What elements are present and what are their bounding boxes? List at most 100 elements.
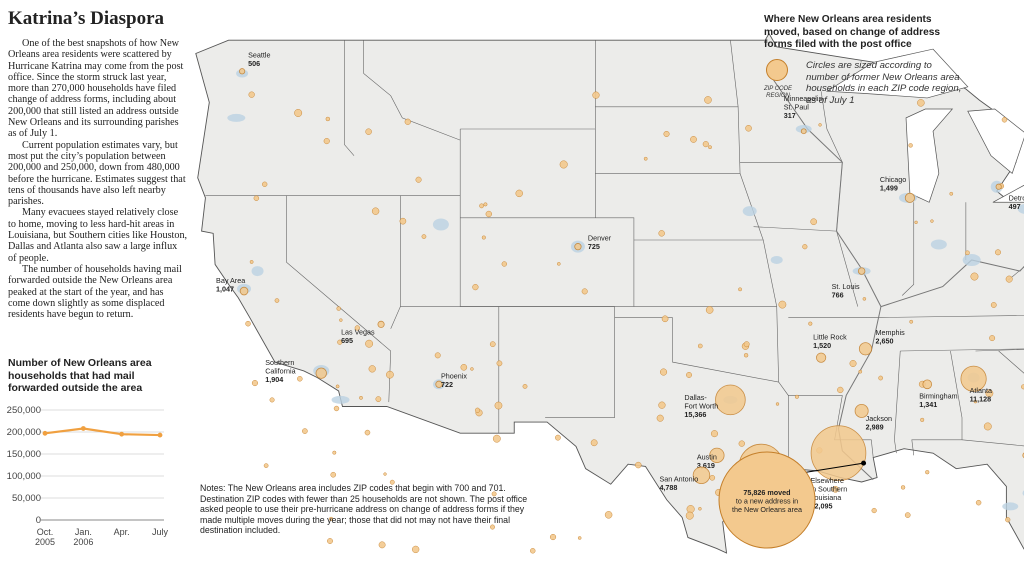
zip-bubble xyxy=(336,306,341,311)
city-label: Minneapolis-St. Paul 317 xyxy=(784,94,825,120)
urban-area xyxy=(930,239,947,250)
zip-bubble xyxy=(557,262,561,266)
x-tick-label: Jan. 2006 xyxy=(73,527,93,547)
zip-bubble xyxy=(577,536,582,540)
zip-bubble xyxy=(501,261,508,267)
zip-bubble xyxy=(470,367,474,371)
zip-bubble xyxy=(660,368,668,376)
page-title: Katrina’s Diaspora xyxy=(8,8,165,29)
zip-bubble xyxy=(738,287,743,292)
zip-bubble xyxy=(930,219,934,223)
y-tick-label: 100,000 xyxy=(7,471,41,482)
city-bubble xyxy=(854,403,869,418)
urban-area xyxy=(770,255,783,264)
zip-bubble xyxy=(808,321,813,326)
intro-paragraph: Many evacuees stayed relatively close to… xyxy=(8,207,188,264)
zip-bubble xyxy=(333,405,340,412)
zip-bubble xyxy=(555,434,561,441)
zip-bubble xyxy=(337,339,343,345)
city-label: Chicago 1,499 xyxy=(880,175,906,193)
state-boundary xyxy=(961,439,1024,447)
zip-bubble xyxy=(496,360,503,367)
zip-bubble xyxy=(330,471,337,478)
urban-area xyxy=(1017,204,1024,214)
state-boundary xyxy=(900,348,1024,352)
x-tick-label: July xyxy=(152,527,169,537)
callout-text: 75,826 moved to a new address in the New O… xyxy=(732,488,802,514)
state-boundary xyxy=(344,40,355,156)
zip-bubble xyxy=(663,130,670,137)
state-boundary xyxy=(865,315,1024,318)
zip-bubble xyxy=(335,384,340,389)
zip-bubble xyxy=(339,318,343,322)
zip-bubble xyxy=(990,302,997,308)
zip-bubble xyxy=(983,422,992,431)
zip-bubble xyxy=(794,394,799,399)
chart-title: Number of New Orleans area households th… xyxy=(8,357,152,394)
zip-bubble xyxy=(917,99,925,107)
x-tick-label: Oct. 2005 xyxy=(35,527,55,547)
zip-bubble xyxy=(492,434,501,443)
city-bubble xyxy=(922,379,933,390)
urban-area xyxy=(432,218,449,231)
city-bubble xyxy=(715,384,746,416)
zip-bubble xyxy=(378,541,386,549)
zip-bubble xyxy=(479,203,484,209)
zip-bubble xyxy=(985,389,994,398)
zip-bubble xyxy=(474,407,481,413)
zip-bubble xyxy=(421,234,427,239)
city-bubble xyxy=(692,466,711,485)
zip-bubble xyxy=(661,315,669,323)
zip-bubble xyxy=(970,272,979,281)
zip-bubble xyxy=(328,516,334,522)
zip-bubble xyxy=(643,156,648,161)
y-tick-label: 150,000 xyxy=(7,449,41,460)
zip-bubble xyxy=(686,372,692,378)
zip-bubble xyxy=(745,124,752,132)
zip-bubble xyxy=(365,339,374,348)
city-bubble xyxy=(435,380,443,388)
legend-circle-icon xyxy=(766,59,788,81)
zip-bubble xyxy=(1001,117,1008,123)
y-tick-label: 0 xyxy=(36,515,41,526)
intro-paragraph: One of the best snapshots of how New Orl… xyxy=(8,38,184,140)
zip-bubble xyxy=(635,461,642,469)
zip-bubble xyxy=(973,399,978,404)
zip-bubble xyxy=(710,430,718,438)
state-boundary xyxy=(894,350,901,454)
city-bubble xyxy=(810,425,867,481)
zip-bubble xyxy=(399,217,407,225)
zip-bubble xyxy=(690,136,697,143)
us-map: Seattle 506 Bay Area 1,047 Las Vegas 695 South… xyxy=(195,32,1024,554)
data-point xyxy=(42,430,48,436)
sidebar: Katrina’s Diaspora One of the best snaps… xyxy=(0,0,190,563)
zip-bubble xyxy=(460,364,468,371)
zip-bubble xyxy=(549,533,557,541)
zip-bubble xyxy=(697,343,703,349)
zip-bubble xyxy=(914,220,918,225)
x-tick-label: Apr. xyxy=(114,527,130,537)
zip-bubble xyxy=(818,123,822,127)
zip-bubble xyxy=(251,380,258,387)
zip-bubble xyxy=(485,210,492,218)
zip-bubble xyxy=(483,202,488,207)
zip-bubble xyxy=(908,143,913,148)
zip-bubble xyxy=(658,401,666,409)
zip-bubble xyxy=(383,472,387,476)
households-line-chart: 0 50,000 100,000 150,000 200,000 250,000 Oct. 2… xyxy=(7,405,169,547)
zip-bubble xyxy=(775,402,780,406)
zip-bubble xyxy=(965,250,970,256)
city-bubble xyxy=(904,192,915,203)
zip-bubble xyxy=(581,288,588,295)
series-line xyxy=(44,427,161,437)
legend-caption: Circles are sized according to number of… xyxy=(806,60,962,106)
zip-bubble xyxy=(832,485,839,493)
city-label: Phoenix 722 xyxy=(441,371,467,389)
city-bubble xyxy=(239,68,246,75)
y-tick-label: 200,000 xyxy=(7,427,41,438)
city-bubble xyxy=(574,243,582,251)
zip-bubble xyxy=(656,414,664,422)
city-label: Las Vegas 695 xyxy=(341,327,375,345)
city-bubble xyxy=(816,352,827,363)
intro-paragraph: Current population estimates vary, but m… xyxy=(8,139,186,208)
